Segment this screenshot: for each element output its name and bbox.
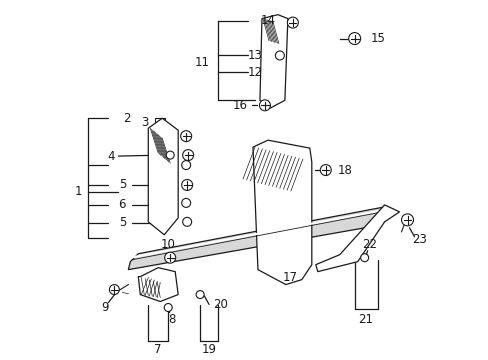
Text: 22: 22	[362, 238, 376, 251]
Polygon shape	[260, 15, 287, 108]
Polygon shape	[252, 140, 311, 285]
Text: 14: 14	[260, 14, 275, 27]
Text: 13: 13	[247, 49, 262, 62]
Circle shape	[109, 285, 119, 294]
Text: 5: 5	[119, 179, 126, 192]
Circle shape	[348, 32, 360, 45]
Polygon shape	[128, 207, 389, 270]
Text: 15: 15	[369, 32, 384, 45]
Text: 12: 12	[247, 66, 262, 79]
Text: 1: 1	[75, 185, 82, 198]
Text: 16: 16	[232, 99, 247, 112]
Circle shape	[166, 151, 174, 159]
Polygon shape	[315, 205, 399, 272]
Text: 6: 6	[119, 198, 126, 211]
Circle shape	[182, 161, 190, 170]
Text: 17: 17	[282, 271, 297, 284]
Text: 18: 18	[337, 163, 351, 176]
Text: 20: 20	[212, 298, 227, 311]
Circle shape	[180, 131, 191, 141]
Text: 8: 8	[168, 313, 176, 326]
Circle shape	[401, 214, 413, 226]
Polygon shape	[148, 118, 178, 235]
Circle shape	[182, 198, 190, 207]
Circle shape	[183, 217, 191, 226]
Circle shape	[164, 252, 175, 263]
Circle shape	[196, 291, 203, 298]
Text: 2: 2	[123, 112, 131, 125]
Text: 3: 3	[142, 116, 149, 129]
Text: 7: 7	[154, 343, 162, 356]
Circle shape	[275, 51, 284, 60]
Circle shape	[287, 17, 298, 28]
Circle shape	[164, 303, 172, 311]
Text: 9: 9	[102, 301, 109, 314]
Circle shape	[259, 100, 270, 111]
Text: 5: 5	[119, 216, 126, 229]
Polygon shape	[138, 268, 178, 302]
Circle shape	[360, 254, 368, 262]
Text: 4: 4	[107, 150, 115, 163]
Text: 10: 10	[161, 238, 175, 251]
Circle shape	[182, 180, 192, 190]
Circle shape	[183, 150, 193, 161]
Circle shape	[320, 165, 330, 176]
Text: 11: 11	[195, 56, 210, 69]
Text: 19: 19	[201, 343, 216, 356]
Text: 21: 21	[357, 313, 372, 326]
Text: 23: 23	[411, 233, 426, 246]
